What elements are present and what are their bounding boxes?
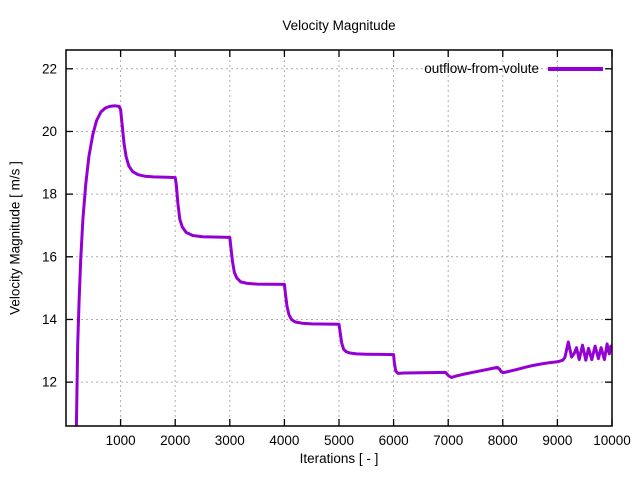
- y-tick-label: 20: [42, 124, 57, 139]
- y-tick-label: 12: [42, 375, 57, 390]
- plot-border: [65, 49, 613, 427]
- x-tick-label: 10000: [593, 433, 631, 448]
- legend-line-sample: [548, 66, 603, 71]
- y-tick-label: 16: [42, 249, 57, 264]
- x-tick-label: 5000: [324, 433, 354, 448]
- y-tick-label: 22: [42, 61, 57, 76]
- y-tick-label: 18: [42, 187, 57, 202]
- x-tick-label: 8000: [488, 433, 518, 448]
- x-tick-label: 3000: [215, 433, 245, 448]
- x-tick-label: 7000: [433, 433, 463, 448]
- x-tick-label: 9000: [542, 433, 572, 448]
- legend: outflow-from-volute: [424, 61, 603, 76]
- chart-title: Velocity Magnitude: [282, 18, 396, 33]
- x-tick-label: 1000: [106, 433, 136, 448]
- y-tick-label: 14: [42, 312, 58, 327]
- x-axis-label: Iterations [ - ]: [299, 451, 379, 466]
- x-tick-label: 6000: [379, 433, 409, 448]
- series-line-outflow-from-volute: [74, 104, 612, 426]
- x-tick-label: 2000: [160, 433, 190, 448]
- y-axis-label: Velocity Magnitude [ m/s ]: [7, 161, 23, 315]
- legend-label: outflow-from-volute: [424, 61, 539, 76]
- x-tick-label: 4000: [269, 433, 299, 448]
